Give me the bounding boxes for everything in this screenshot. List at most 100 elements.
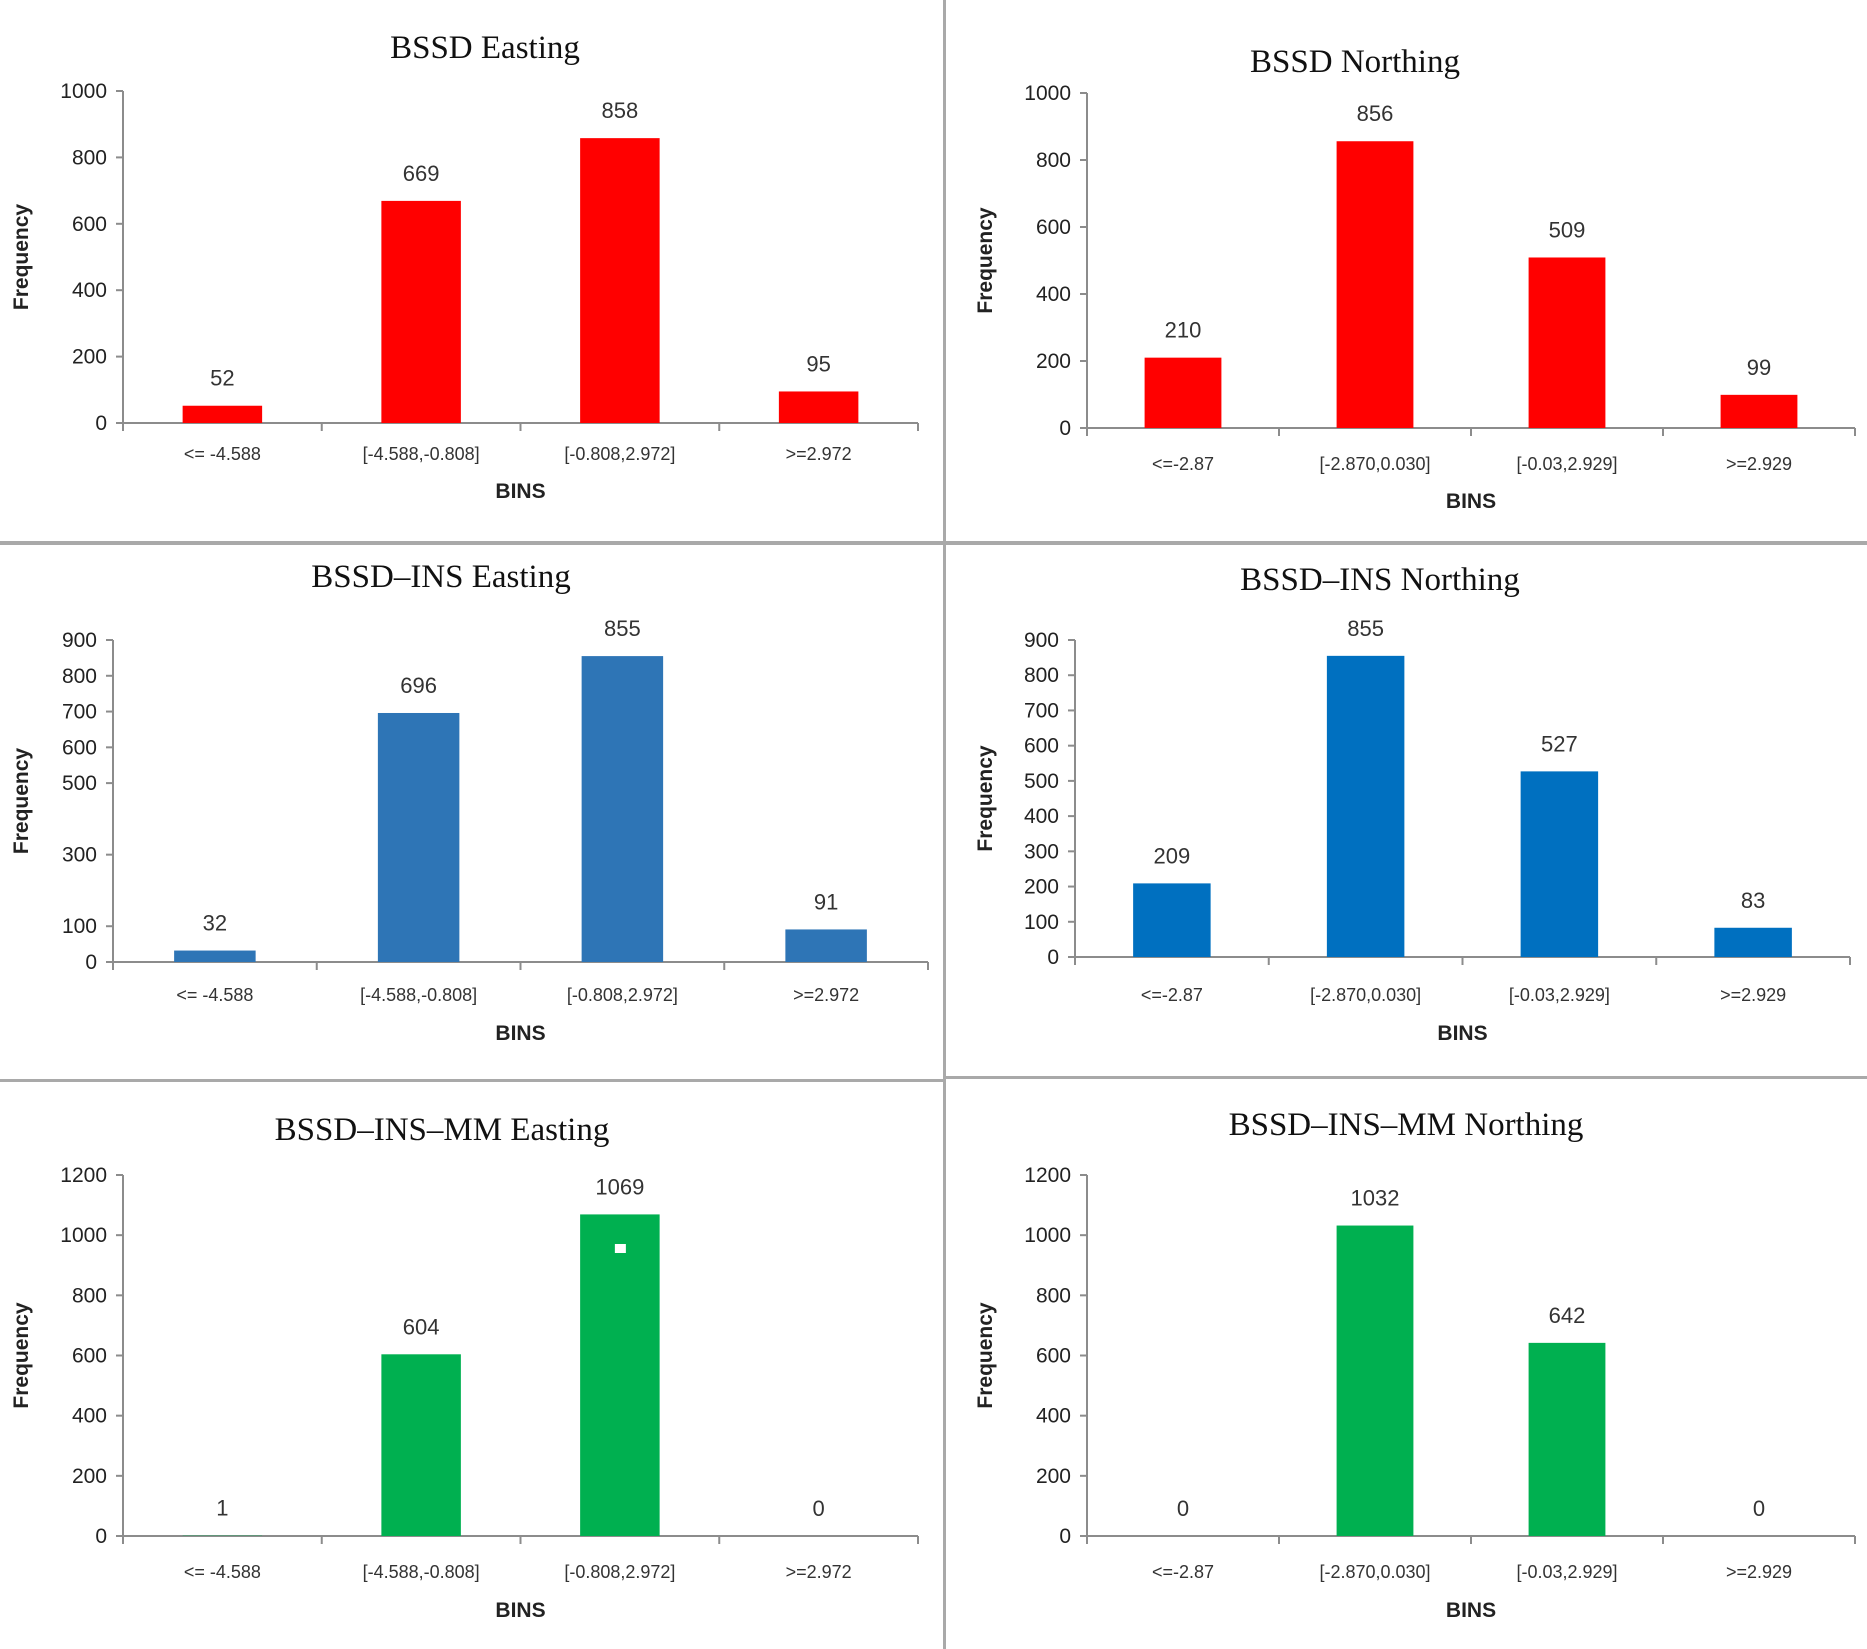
y-tick-label: 0	[1059, 417, 1071, 440]
data-label: 509	[1549, 217, 1586, 242]
y-tick-label: 800	[72, 146, 107, 169]
y-tick-label: 800	[1024, 664, 1059, 687]
data-label: 855	[1347, 616, 1384, 641]
data-label: 95	[806, 351, 830, 376]
x-category-label: <=-2.87	[1141, 985, 1203, 1005]
bar	[1133, 883, 1211, 957]
bar	[1326, 655, 1405, 957]
y-tick-label: 200	[72, 1465, 107, 1488]
x-category-label: <= -4.588	[184, 444, 261, 464]
y-tick-label: 900	[1024, 629, 1059, 652]
x-category-label: >=2.929	[1726, 1562, 1792, 1582]
x-category-label: >=2.972	[793, 985, 859, 1005]
data-label: 0	[1753, 1496, 1765, 1521]
x-category-label: [-4.588,-0.808]	[363, 444, 480, 464]
chart-title: BSSD Easting	[390, 30, 580, 66]
bar	[1144, 357, 1222, 428]
x-category-label: [-0.808,2.972]	[564, 444, 675, 464]
y-tick-label: 1000	[1024, 1224, 1071, 1247]
bar	[580, 1214, 660, 1536]
y-tick-label: 1200	[60, 1164, 107, 1187]
y-tick-label: 800	[1036, 1284, 1071, 1307]
horizontal-divider-bottom-right	[945, 1076, 1867, 1079]
bar	[778, 391, 859, 423]
data-label: 669	[403, 161, 440, 186]
x-category-label: >=2.972	[786, 1562, 852, 1582]
horizontal-divider-bottom-left	[0, 1079, 944, 1082]
x-category-label: [-2.870,0.030]	[1310, 985, 1421, 1005]
x-axis-title: BINS	[1446, 490, 1496, 513]
bar	[1336, 1225, 1414, 1536]
x-category-label: >=2.929	[1726, 454, 1792, 474]
data-label: 527	[1541, 731, 1578, 756]
data-label: 642	[1549, 1303, 1586, 1328]
data-label: 1069	[595, 1174, 644, 1199]
data-label: 604	[403, 1314, 440, 1339]
x-category-label: [-4.588,-0.808]	[363, 1562, 480, 1582]
y-tick-label: 200	[1036, 350, 1071, 373]
y-tick-label: 200	[1036, 1465, 1071, 1488]
y-tick-label: 400	[1036, 1405, 1071, 1428]
data-label: 83	[1741, 888, 1765, 913]
x-category-label: [-0.808,2.972]	[567, 985, 678, 1005]
data-label: 858	[602, 98, 639, 123]
bar	[1714, 927, 1792, 957]
y-axis-title: Frequency	[974, 1302, 997, 1409]
y-tick-label: 400	[72, 279, 107, 302]
y-tick-label: 800	[72, 1284, 107, 1307]
chart-bssd-northing-group: BSSD Northing 0 200 400 600 800 1000 210 <=-2.87…	[974, 44, 1856, 513]
y-tick-label: 1200	[1024, 1164, 1071, 1187]
y-tick-label: 0	[1047, 946, 1059, 969]
x-category-label: [-4.588,-0.808]	[360, 985, 477, 1005]
y-tick-label: 800	[62, 665, 97, 688]
bar	[580, 138, 660, 424]
y-tick-label: 200	[1024, 876, 1059, 899]
y-tick-label: 800	[1036, 149, 1071, 172]
y-tick-label: 400	[1024, 805, 1059, 828]
x-axis-title: BINS	[1437, 1022, 1487, 1045]
y-tick-label: 0	[95, 1525, 107, 1548]
data-label: 0	[813, 1496, 825, 1521]
chart-title: BSSD Northing	[1250, 44, 1460, 80]
data-label: 32	[203, 911, 227, 936]
data-label: 0	[1177, 1496, 1189, 1521]
vertical-divider	[943, 0, 946, 1649]
chart-title: BSSD–INS–MM Northing	[1229, 1107, 1584, 1143]
y-tick-label: 400	[1036, 283, 1071, 306]
y-tick-label: 100	[62, 915, 97, 938]
bar	[381, 1354, 461, 1536]
image-artifact-marker	[614, 1244, 626, 1253]
x-category-label: [-0.03,2.929]	[1516, 1562, 1617, 1582]
bar	[377, 712, 460, 962]
data-label: 856	[1357, 101, 1394, 126]
bar	[182, 405, 263, 423]
data-label: 210	[1165, 318, 1202, 343]
x-category-label: >=2.972	[786, 444, 852, 464]
x-category-label: <=-2.87	[1152, 454, 1214, 474]
y-tick-label: 100	[1024, 911, 1059, 934]
chart-title: BSSD–INS–MM Easting	[275, 1112, 610, 1148]
bar	[1336, 141, 1414, 429]
y-tick-label: 400	[72, 1405, 107, 1428]
chart-bssd-easting-group: BSSD Easting 0 200 400 600 800 1000 52 <= -4.588…	[10, 30, 919, 503]
y-tick-label: 900	[62, 629, 97, 652]
x-axis-title: BINS	[495, 1022, 545, 1045]
bar	[1720, 394, 1798, 428]
y-tick-label: 0	[95, 412, 107, 435]
data-label: 99	[1747, 355, 1771, 380]
y-axis-title: Frequency	[974, 745, 997, 852]
y-tick-label: 600	[72, 1345, 107, 1368]
x-category-label: [-2.870,0.030]	[1319, 454, 1430, 474]
y-tick-label: 600	[62, 736, 97, 759]
chart-bssd-ins-northing-group: BSSD–INS Northing 0 100 200 300 400 500 600 700 8…	[974, 562, 1851, 1045]
chart-bssd-ins-mm-easting-group: BSSD–INS–MM Easting 0 200 400 600 800 1000 1200…	[10, 1112, 919, 1622]
y-tick-label: 600	[72, 213, 107, 236]
x-axis-title: BINS	[495, 480, 545, 503]
data-label: 209	[1154, 843, 1191, 868]
chart-bssd-ins-easting-group: BSSD–INS Easting 0 100 300 500 600 700 800 900 32…	[10, 559, 929, 1045]
x-category-label: [-0.03,2.929]	[1509, 985, 1610, 1005]
y-tick-label: 0	[1059, 1525, 1071, 1548]
bar	[1520, 771, 1599, 957]
data-label: 1	[216, 1496, 228, 1521]
y-tick-label: 600	[1036, 1345, 1071, 1368]
